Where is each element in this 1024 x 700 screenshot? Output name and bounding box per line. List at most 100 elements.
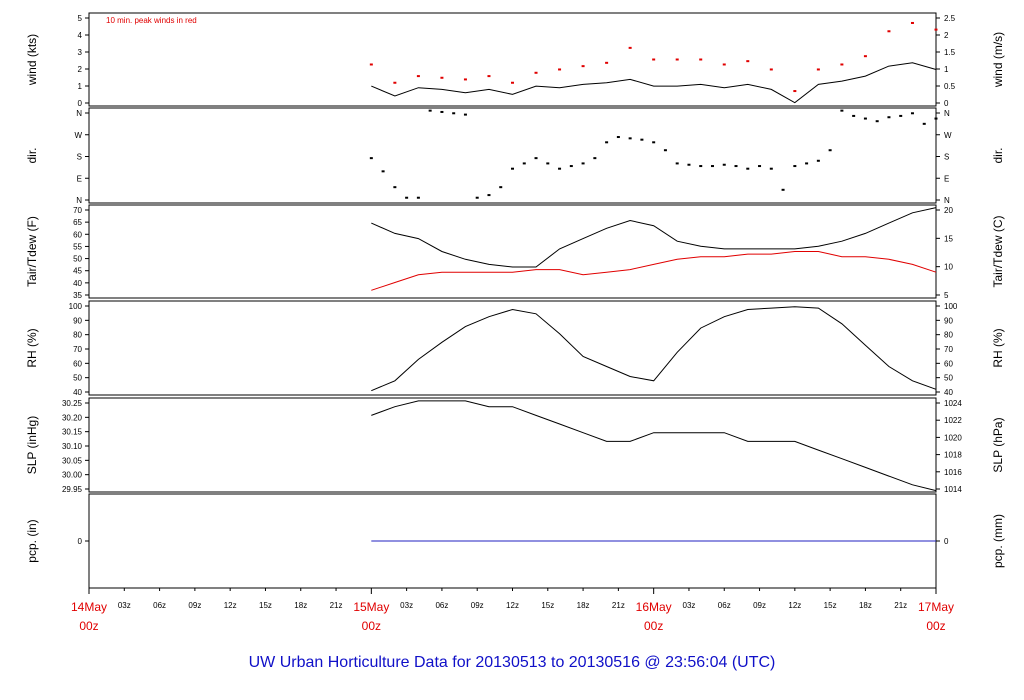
ylabel-left-dir: dir. — [25, 147, 39, 163]
xtick-day-hour: 00z — [362, 619, 381, 633]
ytick-left-label: 90 — [73, 316, 82, 325]
ytick-left-label: 30.00 — [62, 471, 83, 480]
ylabel-left-slp: SLP (inHg) — [25, 416, 39, 474]
data-point-dir — [922, 122, 926, 125]
ytick-left-label: 0 — [78, 99, 83, 108]
data-point-dir — [934, 117, 938, 120]
data-point-dir — [663, 149, 667, 152]
data-point-dir — [605, 141, 609, 144]
ytick-right-label: 15 — [944, 234, 953, 243]
ytick-right-label: S — [944, 153, 949, 162]
ytick-left-label: 70 — [73, 206, 82, 215]
ylabel-left-rh: RH (%) — [25, 328, 39, 367]
ytick-right-label: 0.5 — [944, 82, 956, 91]
ytick-right-label: 1022 — [944, 416, 962, 425]
data-point-dir — [793, 165, 797, 168]
data-point-dir — [381, 170, 385, 173]
data-point-dir — [499, 186, 503, 189]
ytick-right-label: 1016 — [944, 468, 962, 477]
series-line-temp — [371, 207, 937, 268]
data-point-dir — [593, 157, 597, 160]
ytick-left-label: 0 — [78, 537, 83, 546]
ytick-left-label: 70 — [73, 345, 82, 354]
panel-slp: 29.95 30.00 30.05 30.10 30.15 30.20 30.25 1014 1… — [25, 397, 1005, 494]
ytick-left-label: 1 — [78, 82, 83, 91]
ylabel-right-pcp: pcp. (mm) — [991, 514, 1005, 568]
ytick-right-label: N — [944, 109, 950, 118]
ytick-left-label: 30.20 — [62, 413, 83, 422]
ytick-left-label: W — [74, 131, 82, 140]
ytick-right-label: 90 — [944, 316, 953, 325]
ytick-right-label: 60 — [944, 359, 953, 368]
data-point-dir — [722, 163, 726, 166]
data-point-dir — [534, 157, 538, 160]
ytick-right-label: 0 — [944, 537, 949, 546]
ytick-left-label: E — [77, 174, 82, 183]
xtick-day-hour: 00z — [644, 619, 663, 633]
xtick-hour-label: 03z — [400, 601, 413, 610]
data-point-wind — [463, 78, 467, 81]
ytick-left-label: 2 — [78, 65, 83, 74]
ytick-right-label: 5 — [944, 291, 949, 300]
ytick-left-label: 50 — [73, 255, 82, 264]
data-point-dir — [511, 167, 514, 170]
data-point-dir — [522, 162, 526, 165]
ytick-left-label: 35 — [73, 291, 82, 300]
xtick-hour-label: 21z — [612, 601, 625, 610]
panel-frame-dir — [88, 107, 937, 204]
ytick-right-label: 80 — [944, 331, 953, 340]
data-point-dir — [475, 196, 479, 199]
series-line-temp — [371, 251, 937, 291]
data-point-dir — [699, 165, 703, 168]
data-point-dir — [769, 167, 773, 170]
ytick-right-label: N — [944, 196, 950, 205]
data-point-dir — [899, 114, 903, 117]
ytick-right-label: 1 — [944, 65, 949, 74]
xtick-hour-label: 09z — [471, 601, 484, 610]
data-point-wind — [910, 21, 914, 24]
data-point-dir — [428, 109, 432, 112]
data-point-dir — [452, 112, 456, 115]
xtick-hour-label: 03z — [683, 601, 696, 610]
data-point-wind — [816, 68, 820, 71]
ytick-left-label: 100 — [69, 302, 83, 311]
data-point-wind — [534, 71, 538, 74]
data-point-wind — [628, 46, 632, 49]
data-point-wind — [746, 60, 750, 63]
data-point-dir — [369, 157, 373, 160]
ylabel-left-temp: Tair/Tdew (F) — [25, 216, 39, 287]
data-point-dir — [616, 136, 620, 139]
xtick-hour-label: 21z — [330, 601, 343, 610]
panel-frame-wind — [88, 12, 937, 107]
data-point-wind — [605, 61, 609, 64]
data-point-wind — [511, 81, 514, 84]
xtick-hour-label: 15z — [259, 601, 272, 610]
data-point-wind — [487, 75, 491, 78]
data-point-wind — [558, 68, 562, 71]
ytick-left-label: 3 — [78, 48, 83, 57]
data-point-wind — [416, 75, 420, 78]
ytick-right-label: 1018 — [944, 451, 962, 460]
ytick-right-label: 1024 — [944, 399, 962, 408]
data-point-dir — [816, 159, 820, 162]
data-point-dir — [640, 138, 644, 141]
panel-temp: 35 40 45 50 55 60 65 70 5 10 15 20 Tair/Tdew (F) Tair… — [25, 204, 1005, 300]
xtick-hour-label: 12z — [788, 601, 801, 610]
data-point-dir — [758, 165, 762, 168]
ytick-right-label: 1020 — [944, 433, 962, 442]
data-point-dir — [828, 149, 832, 152]
data-point-dir — [416, 196, 420, 199]
xtick-hour-label: 06z — [153, 601, 166, 610]
data-point-dir — [746, 167, 750, 170]
peak-wind-note: 10 min. peak winds in red — [106, 16, 197, 25]
xtick-hour-label: 03z — [118, 601, 131, 610]
ytick-right-label: 1.5 — [944, 48, 956, 57]
data-point-dir — [405, 196, 409, 199]
data-point-dir — [393, 186, 397, 189]
ylabel-right-temp: Tair/Tdew (C) — [991, 215, 1005, 287]
series-line-slp — [371, 400, 937, 492]
data-point-dir — [910, 112, 914, 115]
data-point-dir — [887, 116, 891, 119]
data-point-wind — [793, 90, 797, 93]
